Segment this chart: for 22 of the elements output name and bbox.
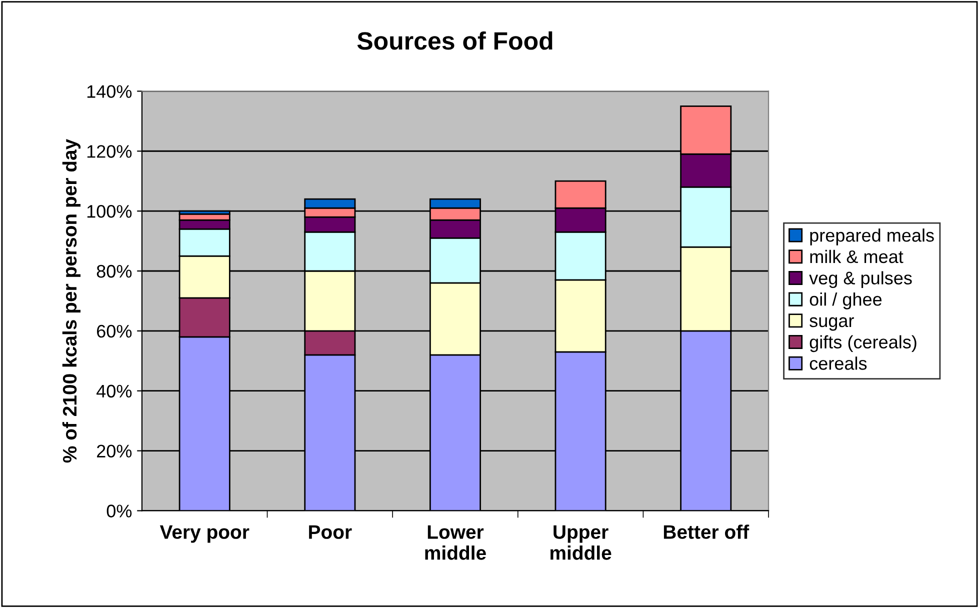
legend-label: gifts (cereals) — [810, 335, 916, 352]
y-tick-label: 40% — [96, 384, 132, 398]
y-tick-label: 140% — [87, 85, 132, 98]
y-tick-label: 80% — [96, 264, 132, 278]
chart-title: Sources of Food — [357, 31, 552, 50]
y-tick-label: 100% — [87, 204, 132, 218]
y-axis-title: % of 2100 kcals per person per day — [62, 138, 80, 463]
legend-label: oil / ghee — [810, 292, 882, 310]
x-tick-label: Poor — [309, 525, 352, 539]
y-tick-label: 0% — [106, 504, 132, 518]
legend-label: milk & meat — [810, 250, 904, 264]
y-tick-label: 20% — [97, 444, 132, 458]
legend-label: veg & pulses — [809, 271, 912, 288]
legend-label: sugar — [810, 317, 854, 331]
x-tick-label: Lower middle — [425, 525, 486, 560]
legend-label: cereals — [810, 356, 867, 370]
x-tick-label: Better off — [664, 524, 750, 539]
y-tick-label: 60% — [97, 324, 132, 338]
x-tick-label: Upper middle — [550, 525, 612, 560]
x-tick-label: Very poor — [160, 525, 250, 543]
legend-label: prepared meals — [810, 228, 934, 246]
y-tick-label: 120% — [87, 145, 132, 158]
